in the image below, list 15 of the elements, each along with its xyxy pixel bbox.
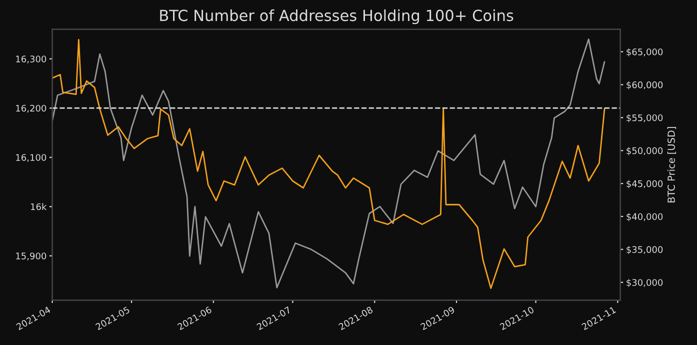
- y2-tick-label: $40,000: [626, 213, 663, 222]
- y2-tick-label: $50,000: [626, 147, 663, 156]
- chart-title: BTC Number of Addresses Holding 100+ Coins: [160, 9, 514, 24]
- y2-tick-label: $35,000: [626, 246, 663, 254]
- y2-axis-title: BTC Price [USD]: [667, 127, 676, 202]
- y-tick-label: 15,900: [16, 252, 46, 260]
- y2-tick-label: $45,000: [626, 180, 663, 188]
- y-tick-label: 16,300: [16, 56, 46, 64]
- y2-tick-label: $55,000: [626, 114, 663, 122]
- y-tick-label: 16k: [30, 203, 47, 210]
- y2-tick-label: $65,000: [626, 48, 663, 56]
- y2-tick-label: $30,000: [626, 278, 663, 288]
- y2-tick-label: $60,000: [626, 81, 663, 90]
- y-tick-label: 16,100: [16, 154, 46, 162]
- y-tick-label: 16,200: [16, 104, 46, 113]
